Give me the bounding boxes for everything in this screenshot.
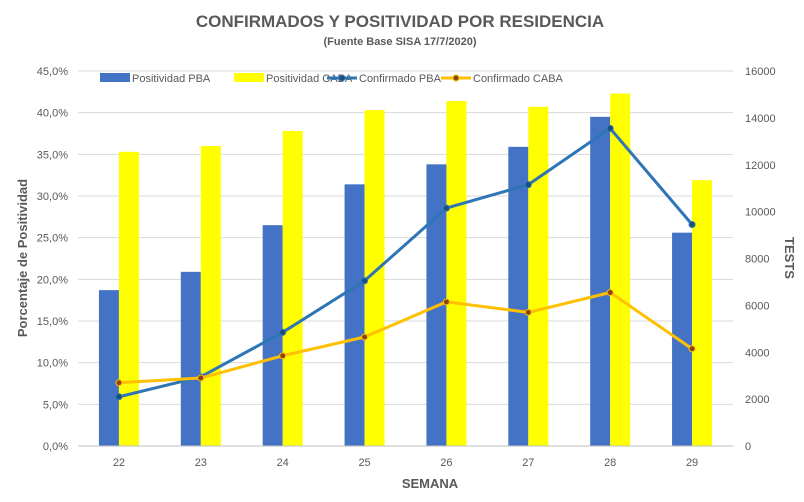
legend-label: Positividad PBA bbox=[132, 73, 211, 85]
x-tick-label: 26 bbox=[440, 457, 452, 469]
legend-label: Positividad CABA bbox=[266, 73, 353, 85]
bar-positividad-caba bbox=[446, 101, 467, 446]
y2-tick-label: 2000 bbox=[745, 394, 769, 406]
legend-label: Confirmado PBA bbox=[359, 73, 442, 85]
x-tick-label: 22 bbox=[113, 457, 125, 469]
axes-layer: 0,0% 5,0% 10,0% 15,0% 20,0% 25,0% 30,0% 35,0% 40… bbox=[37, 66, 776, 469]
line-confirmado-caba bbox=[118, 290, 693, 385]
y-tick-label: 45,0% bbox=[37, 66, 68, 78]
line-confirmado-pba bbox=[118, 126, 694, 399]
bar-positividad-caba bbox=[364, 110, 385, 447]
marker-confirmado-caba bbox=[688, 345, 696, 353]
x-tick-label: 23 bbox=[195, 457, 207, 469]
y2-axis-title: TESTS bbox=[782, 237, 797, 279]
marker-confirmado-pba bbox=[279, 328, 287, 336]
bar-positividad-pba bbox=[98, 290, 119, 446]
bar-positividad-caba bbox=[528, 106, 549, 446]
marker-confirmado-caba bbox=[197, 374, 205, 382]
legend-label: Confirmado CABA bbox=[473, 73, 564, 85]
y2-tick-label: 4000 bbox=[745, 347, 769, 359]
y-axis-title: Porcentaje de Positividad bbox=[15, 179, 30, 337]
lines-layer bbox=[115, 124, 696, 401]
marker-confirmado-pba bbox=[606, 124, 614, 132]
legend-swatch bbox=[234, 73, 264, 82]
y2-tick-label: 16000 bbox=[745, 66, 776, 78]
bar-positividad-pba bbox=[180, 271, 201, 446]
y2-tick-label: 12000 bbox=[745, 160, 776, 172]
marker-confirmado-pba bbox=[442, 204, 450, 212]
marker-confirmado-pba bbox=[524, 181, 532, 189]
marker-confirmado-pba bbox=[115, 393, 123, 401]
y-tick-label: 15,0% bbox=[37, 316, 68, 328]
y-tick-label: 30,0% bbox=[37, 191, 68, 203]
marker-confirmado-caba bbox=[279, 352, 287, 360]
gridlines bbox=[78, 70, 733, 447]
y2-tick-label: 8000 bbox=[745, 254, 769, 266]
x-tick-label: 27 bbox=[522, 457, 534, 469]
y-tick-label: 20,0% bbox=[37, 274, 68, 286]
bar-positividad-caba bbox=[118, 151, 139, 447]
bar-positividad-pba bbox=[590, 116, 611, 446]
y-tick-label: 0,0% bbox=[43, 441, 68, 453]
chart-title: CONFIRMADOS Y POSITIVIDAD POR RESIDENCIA bbox=[196, 12, 604, 31]
bar-positividad-caba bbox=[610, 93, 631, 446]
bar-positividad-pba bbox=[508, 146, 529, 447]
marker-confirmado-caba bbox=[115, 379, 123, 387]
bars-layer bbox=[98, 93, 713, 447]
marker-confirmado-caba bbox=[606, 288, 614, 296]
marker-confirmado-caba bbox=[361, 333, 369, 341]
x-tick-label: 29 bbox=[686, 457, 698, 469]
bar-positividad-caba bbox=[282, 131, 303, 446]
marker-confirmado-caba bbox=[442, 298, 450, 306]
bar-positividad-pba bbox=[262, 225, 283, 446]
y-tick-label: 5,0% bbox=[43, 399, 68, 411]
x-tick-label: 25 bbox=[358, 457, 370, 469]
legend: Positividad PBA Positividad CABA Confirmad… bbox=[100, 73, 564, 85]
marker-confirmado-pba bbox=[688, 221, 696, 229]
chart-subtitle: (Fuente Base SISA 17/7/2020) bbox=[323, 36, 476, 48]
y-tick-label: 40,0% bbox=[37, 108, 68, 120]
x-tick-label: 28 bbox=[604, 457, 616, 469]
bar-positividad-pba bbox=[344, 184, 365, 447]
y2-tick-label: 14000 bbox=[745, 113, 776, 125]
legend-marker bbox=[452, 74, 460, 82]
bar-positividad-caba bbox=[692, 180, 713, 446]
marker-confirmado-caba bbox=[524, 308, 532, 316]
bar-positividad-pba bbox=[672, 232, 693, 446]
y2-tick-label: 0 bbox=[745, 441, 751, 453]
x-axis-title: SEMANA bbox=[402, 476, 459, 491]
x-tick-label: 24 bbox=[277, 457, 289, 469]
y-tick-label: 25,0% bbox=[37, 233, 68, 245]
y2-tick-label: 6000 bbox=[745, 300, 769, 312]
y-tick-label: 35,0% bbox=[37, 149, 68, 161]
marker-confirmado-pba bbox=[361, 277, 369, 285]
bar-positividad-caba bbox=[200, 146, 221, 446]
y2-tick-label: 10000 bbox=[745, 207, 776, 219]
legend-marker bbox=[338, 74, 346, 82]
legend-swatch bbox=[100, 73, 130, 82]
y-tick-label: 10,0% bbox=[37, 358, 68, 370]
